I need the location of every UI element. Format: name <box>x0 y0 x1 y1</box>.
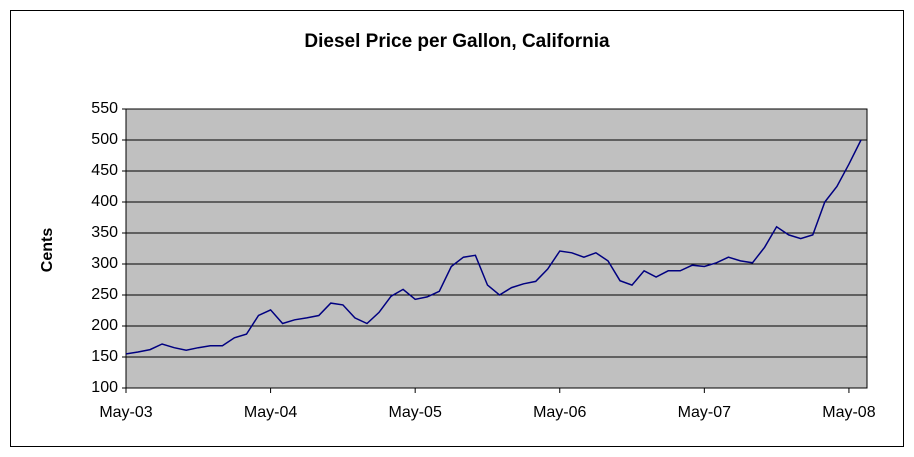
x-tick-label: May-05 <box>388 404 441 421</box>
y-tick-label: 450 <box>91 162 118 179</box>
y-tick-label: 350 <box>91 224 118 241</box>
x-tick-label: May-04 <box>244 404 297 421</box>
y-tick-label: 500 <box>91 131 118 148</box>
data-line <box>125 139 862 355</box>
plot-area <box>126 109 867 388</box>
y-tick-label: 250 <box>91 286 118 303</box>
chart-title: Diesel Price per Gallon, California <box>304 31 610 52</box>
x-tick-label: May-03 <box>99 404 152 421</box>
y-tick-label: 150 <box>91 348 118 365</box>
x-tick-label: May-08 <box>822 404 875 421</box>
y-tick-label: 200 <box>91 317 118 334</box>
y-axis-label: Cents <box>39 228 56 273</box>
y-tick-label: 400 <box>91 193 118 210</box>
x-tick-label: May-07 <box>678 404 731 421</box>
x-tick-label: May-06 <box>533 404 586 421</box>
y-tick-label: 100 <box>91 379 118 396</box>
y-tick-label: 300 <box>91 255 118 272</box>
y-tick-label: 550 <box>91 100 118 117</box>
plot-border <box>125 108 868 389</box>
